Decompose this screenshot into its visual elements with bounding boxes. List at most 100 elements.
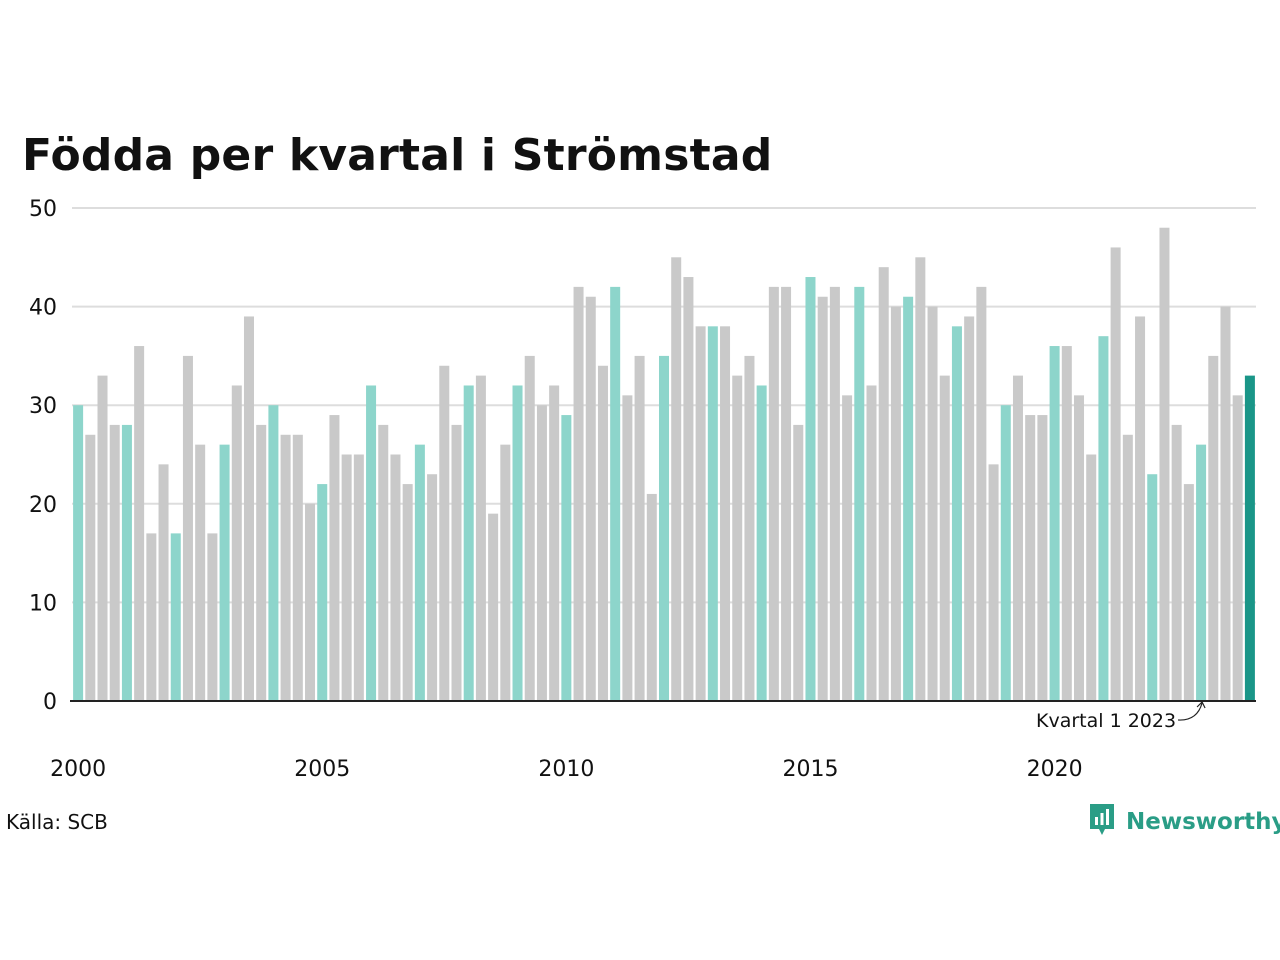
- bar: [97, 375, 108, 701]
- bar: [964, 316, 975, 701]
- bar: [573, 286, 584, 701]
- bar-q1: [1000, 405, 1011, 701]
- bars: [73, 227, 1255, 701]
- bar: [439, 365, 450, 701]
- bar: [341, 454, 352, 701]
- y-tick-label: 20: [29, 493, 57, 518]
- bar-q1: [707, 326, 718, 701]
- bar: [305, 503, 316, 701]
- bar: [1220, 306, 1231, 701]
- bar: [817, 296, 828, 701]
- bar: [134, 346, 145, 701]
- annotation-arrow: [1178, 702, 1203, 721]
- bar: [829, 286, 840, 701]
- bar: [402, 484, 413, 701]
- x-tick-label: 2015: [782, 757, 838, 782]
- source-label: Källa: SCB: [6, 810, 108, 834]
- bar-q1: [268, 405, 279, 701]
- annotation: Kvartal 1 2023: [1036, 700, 1206, 732]
- bar: [1012, 375, 1023, 701]
- bar: [781, 286, 792, 701]
- bar-q1: [366, 385, 377, 701]
- bar: [878, 267, 889, 701]
- bar-q1: [121, 424, 132, 701]
- bar: [390, 454, 401, 701]
- bar-q1: [219, 444, 230, 701]
- bar: [488, 513, 499, 701]
- bar: [1074, 395, 1085, 701]
- bar-q1: [1196, 444, 1207, 701]
- bar: [720, 326, 731, 701]
- bar: [744, 355, 755, 701]
- bar: [866, 385, 877, 701]
- bar: [329, 415, 340, 701]
- bar: [671, 257, 682, 701]
- bar: [1025, 415, 1036, 701]
- bar: [585, 296, 596, 701]
- bar-q1: [854, 286, 865, 701]
- y-tick-label: 40: [29, 296, 57, 321]
- bar: [890, 306, 901, 701]
- bar: [793, 424, 804, 701]
- bar: [207, 533, 218, 701]
- bar: [292, 434, 303, 701]
- bar: [768, 286, 779, 701]
- bar: [732, 375, 743, 701]
- bar: [1171, 424, 1182, 701]
- bar-q1: [1049, 346, 1060, 701]
- bar: [85, 434, 96, 701]
- bar-q1: [756, 385, 767, 701]
- bar: [915, 257, 926, 701]
- bar: [146, 533, 157, 701]
- bar: [597, 365, 608, 701]
- brand-name: Newsworthy: [1126, 809, 1280, 835]
- bar: [524, 355, 535, 701]
- bar-q1: [170, 533, 181, 701]
- bar-q1: [610, 286, 621, 701]
- bar: [451, 424, 462, 701]
- y-tick-label: 50: [29, 197, 57, 222]
- bar: [1159, 227, 1170, 701]
- bar-q1: [805, 277, 816, 701]
- bar: [243, 316, 254, 701]
- bar: [536, 405, 547, 701]
- bar: [1232, 395, 1243, 701]
- bar: [1061, 346, 1072, 701]
- x-tick-label: 2010: [538, 757, 594, 782]
- bar: [378, 424, 389, 701]
- bar: [158, 464, 169, 701]
- bar: [695, 326, 706, 701]
- bar-q1: [317, 484, 328, 701]
- annotation-label: Kvartal 1 2023: [1036, 710, 1176, 732]
- bar: [842, 395, 853, 701]
- bar: [195, 444, 206, 701]
- bar-q1: [463, 385, 474, 701]
- bar: [427, 474, 438, 701]
- bar: [109, 424, 120, 701]
- bar: [1122, 434, 1133, 701]
- bar: [1086, 454, 1097, 701]
- bar: [1110, 247, 1121, 701]
- bar: [988, 464, 999, 701]
- bar: [646, 493, 657, 701]
- bar-q1: [512, 385, 523, 701]
- bar: [353, 454, 364, 701]
- bar: [475, 375, 486, 701]
- bar: [927, 306, 938, 701]
- bar-q1: [1098, 336, 1109, 701]
- bar: [1037, 415, 1048, 701]
- bar: [939, 375, 950, 701]
- x-axis-ticks: 2000 2005 2010 2015 2020: [50, 757, 1082, 782]
- brand-logo[interactable]: Newsworthy: [1088, 802, 1280, 843]
- bar: [1183, 484, 1194, 701]
- bar-q1: [1147, 474, 1158, 701]
- bar: [280, 434, 291, 701]
- y-axis-ticks: 0 10 20 30 40 50: [29, 197, 57, 715]
- y-tick-label: 10: [29, 591, 57, 616]
- x-tick-label: 2020: [1027, 757, 1083, 782]
- y-tick-label: 0: [43, 690, 57, 715]
- bar: [976, 286, 987, 701]
- annotation-arrowhead: [1196, 700, 1206, 709]
- bar-q1: [414, 444, 425, 701]
- newsworthy-logo-icon: [1088, 802, 1116, 843]
